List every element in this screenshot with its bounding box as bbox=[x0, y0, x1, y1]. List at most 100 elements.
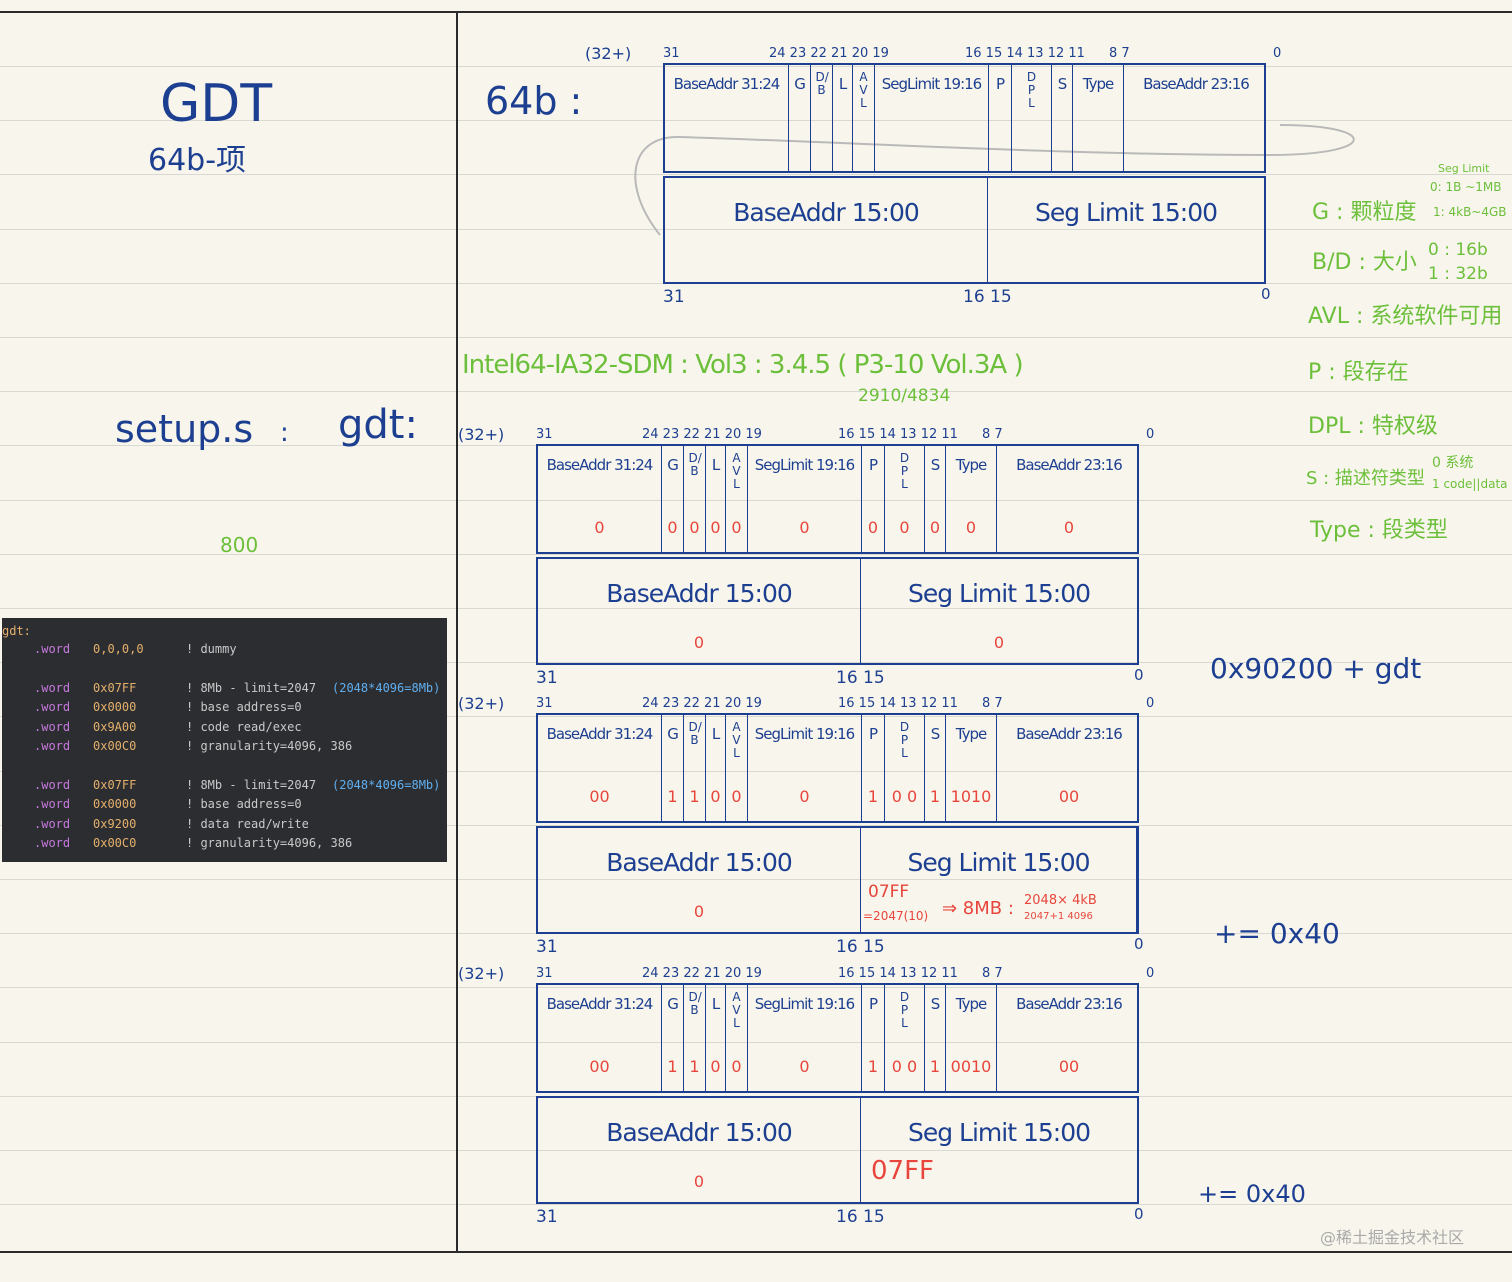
field-cell: Type 0 bbox=[946, 446, 997, 552]
field-value: 0 bbox=[799, 1057, 810, 1076]
field-value: 1 bbox=[867, 787, 879, 806]
field-cell: D/B 0 bbox=[684, 446, 706, 552]
field-cell: BaseAddr 23:16 bbox=[1124, 65, 1268, 171]
field-value: 0 bbox=[965, 518, 977, 537]
field-value: 0 bbox=[731, 787, 742, 806]
bits-24-19: 24 23 22 21 20 19 bbox=[642, 696, 762, 711]
field-cell: BaseAddr 15:00 bbox=[665, 178, 988, 282]
field-value: 0 bbox=[1063, 518, 1075, 537]
field-label: BaseAddr 15:00 bbox=[606, 848, 793, 877]
legend-dpl: DPL : 特权级 bbox=[1308, 414, 1438, 439]
bit-31: 31 bbox=[536, 966, 553, 981]
offset-increment-2: += 0x40 bbox=[1198, 1180, 1306, 1208]
field-label: AVL bbox=[732, 720, 741, 761]
field-cell: BaseAddr 31:24 0 bbox=[538, 446, 662, 552]
field-label: BaseAddr 23:16 bbox=[1143, 75, 1250, 93]
field-cell: AVL 0 bbox=[726, 715, 748, 821]
field-label: G bbox=[667, 456, 679, 474]
low-bit-0: 0 bbox=[1134, 935, 1144, 953]
field-value: 0 bbox=[710, 1057, 721, 1076]
field-value: 0 0 bbox=[891, 1057, 918, 1076]
field-cell: D/B 1 bbox=[684, 985, 706, 1091]
field-value: 0 bbox=[693, 633, 705, 652]
bit-31: 31 bbox=[663, 46, 680, 61]
legend-seg-limit: Seg Limit bbox=[1438, 162, 1490, 175]
page-title: GDT bbox=[160, 74, 273, 134]
field-cell: G bbox=[789, 65, 811, 171]
gdt-descriptor: (32+) 31 24 23 22 21 20 19 16 15 14 13 12 1… bbox=[458, 694, 1154, 963]
ruled-line bbox=[0, 662, 1512, 663]
watermark: @稀土掘金技术社区 bbox=[1320, 1228, 1465, 1247]
field-label: Seg Limit 15:00 bbox=[1034, 198, 1218, 227]
low-bit-0: 0 bbox=[1134, 1205, 1144, 1223]
legend-bd1: 1 : 32b bbox=[1428, 264, 1488, 284]
field-label: Type bbox=[955, 456, 987, 474]
field-cell: Seg Limit 15:00 07FF bbox=[861, 1098, 1137, 1202]
low-bit-31: 31 bbox=[536, 937, 558, 957]
field-cell: BaseAddr 15:00 0 bbox=[538, 559, 861, 663]
ruled-line bbox=[0, 500, 1512, 501]
field-value: 0 bbox=[867, 518, 879, 537]
field-value: 0 bbox=[667, 518, 678, 537]
bits-16-11: 16 15 14 13 12 11 bbox=[838, 427, 958, 442]
gdt-descriptor: (32+) 31 24 23 22 21 20 19 16 15 14 13 12 1… bbox=[585, 44, 1281, 313]
field-label: Seg Limit 15:00 bbox=[907, 1118, 1091, 1147]
size-label: 64b : bbox=[485, 79, 583, 123]
legend-g0: 0: 1B ~1MB bbox=[1430, 180, 1502, 194]
code-value: 0,0,0,0 bbox=[93, 642, 144, 656]
legend-s: S : 描述符类型 bbox=[1306, 468, 1425, 489]
ruled-line bbox=[0, 771, 1512, 772]
field-cell: SegLimit 19:16 0 bbox=[748, 985, 862, 1091]
field-cell: BaseAddr 23:16 00 bbox=[997, 715, 1141, 821]
low-bits-16-15: 16 15 bbox=[963, 287, 1012, 307]
field-label: D/B bbox=[688, 990, 702, 1018]
descriptor-low-dword: BaseAddr 15:00 0 Seg Limit 15:00 07FF bbox=[536, 1096, 1139, 1204]
field-value: 07FF bbox=[871, 1156, 934, 1186]
field-label: DPL bbox=[899, 990, 910, 1031]
legend-bd0: 0 : 16b bbox=[1428, 240, 1488, 260]
code-keyword: .word bbox=[34, 817, 71, 831]
bits-prefix: (32+) bbox=[458, 425, 505, 444]
field-cell: AVL 0 bbox=[726, 446, 748, 552]
limit-note-calc2: 2047+1 4096 bbox=[1024, 911, 1093, 922]
descriptor-high-dword: BaseAddr 31:24 00 G 1 D/B 1 L 0 AVL 0 SegLimit 19:… bbox=[536, 983, 1139, 1093]
field-cell: AVL 0 bbox=[726, 985, 748, 1091]
page-subtitle: 64b-项 bbox=[148, 143, 247, 178]
bit-flow-arrow bbox=[634, 124, 1355, 236]
code-comment: ! dummy bbox=[186, 642, 237, 656]
field-label: P bbox=[995, 75, 1005, 93]
field-label: BaseAddr 15:00 bbox=[606, 1118, 793, 1147]
legend-avl: AVL : 系统软件可用 bbox=[1308, 304, 1503, 329]
setup-file-label: setup.s bbox=[115, 407, 254, 451]
field-value: 0 bbox=[710, 787, 721, 806]
field-label: Seg Limit 15:00 bbox=[907, 579, 1091, 608]
field-label: D/B bbox=[815, 70, 829, 98]
ruled-line bbox=[0, 66, 1512, 67]
legend-bd: B/D : 大小 bbox=[1312, 250, 1417, 275]
bits-8-7: 8 7 bbox=[982, 696, 1003, 711]
field-cell: SegLimit 19:16 0 bbox=[748, 715, 862, 821]
code-comment: ! granularity=4096, 386 bbox=[186, 739, 353, 753]
field-label: Type bbox=[955, 995, 987, 1013]
field-value: 0 0 bbox=[891, 787, 918, 806]
field-cell: S bbox=[1052, 65, 1073, 171]
code-comment: ! data read/write bbox=[186, 817, 309, 831]
offset-increment-1: += 0x40 bbox=[1214, 917, 1340, 950]
bits-16-11: 16 15 14 13 12 11 bbox=[965, 46, 1085, 61]
code-keyword: .word bbox=[34, 778, 71, 792]
limit-note-calc1: 2048× 4kB bbox=[1024, 893, 1097, 908]
bottom-border bbox=[0, 1251, 1512, 1253]
low-bit-31: 31 bbox=[663, 287, 685, 307]
ruled-line bbox=[0, 1204, 1512, 1205]
field-value: 0 bbox=[799, 787, 810, 806]
ruled-line bbox=[0, 608, 1512, 609]
field-value: 0 bbox=[799, 518, 810, 537]
code-keyword: .word bbox=[34, 720, 71, 734]
field-label: S bbox=[930, 725, 941, 743]
field-label: BaseAddr 23:16 bbox=[1016, 456, 1123, 474]
field-cell: Type bbox=[1073, 65, 1124, 171]
